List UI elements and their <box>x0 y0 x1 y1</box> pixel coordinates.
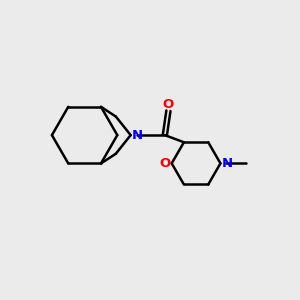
Text: O: O <box>160 157 171 170</box>
Text: O: O <box>163 98 174 111</box>
Text: N: N <box>221 157 233 170</box>
Text: N: N <box>132 129 143 142</box>
